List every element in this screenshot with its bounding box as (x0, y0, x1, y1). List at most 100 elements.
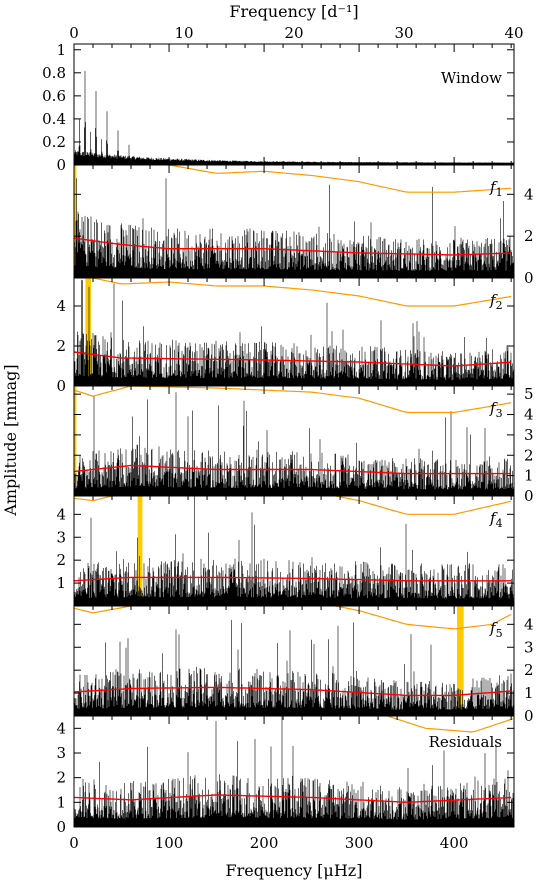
y-tick-label: 4 (56, 297, 66, 315)
spectrum-line (74, 716, 514, 827)
y-tick-label: 2 (524, 227, 534, 245)
y-tick-label: 0 (524, 269, 534, 287)
highlight-band (85, 278, 92, 386)
panel-plot-area (74, 496, 514, 606)
highlight-band (74, 165, 77, 278)
y-tick-label: 2 (524, 661, 534, 679)
y-tick-label: 5 (524, 385, 534, 403)
noise-level-line (74, 794, 512, 803)
y-tick-label: 3 (56, 528, 66, 546)
y-tick-label: 4 (56, 719, 66, 737)
y-tick-label: 3 (524, 426, 534, 444)
y-tick-label: 0.8 (42, 64, 66, 82)
y-tick-label: 0 (56, 377, 66, 395)
y-tick-label: 0.4 (42, 110, 66, 128)
panel-f5: 0 1 2 3 4 (73, 605, 534, 725)
panel-f2: 0 2 4 (56, 277, 515, 395)
panel-label-letter: f (489, 619, 498, 637)
bottom-x-tick-label: 100 (155, 834, 184, 852)
y-tick-label: 4 (524, 185, 534, 203)
highlight-band (74, 386, 77, 496)
panel-label-subscript: 2 (496, 299, 503, 312)
panel-label-letter: f (489, 178, 498, 196)
panel-label: f3 (489, 399, 503, 420)
bottom-x-tick-label: 0 (69, 834, 79, 852)
y-tick-label: 2 (524, 446, 534, 464)
panel-plot-area (74, 165, 514, 278)
significance-threshold-line (74, 496, 512, 515)
noise-level-line (74, 686, 512, 697)
panel-label: f1 (489, 178, 503, 199)
spectrum-line (74, 496, 514, 606)
y-tick-label: 4 (524, 615, 534, 633)
y-tick-label: 3 (56, 744, 66, 762)
panel-label-subscript: 5 (496, 627, 503, 640)
panel-f1: 0 2 4 (73, 164, 534, 287)
panel-f3: 0 1 2 3 4 5 (73, 385, 534, 505)
panel-label: Residuals (429, 733, 502, 751)
y-tick-label: 2 (56, 551, 66, 569)
spectrum-line (74, 620, 514, 716)
significance-threshold-line (90, 278, 512, 307)
top-x-axis-title: Frequency [d⁻¹] (229, 2, 358, 21)
spectrum-line (74, 279, 514, 386)
panel-residuals: 0 1 2 3 4 (56, 715, 515, 836)
y-tick-label: 1 (524, 684, 534, 702)
y-axis-title: Amplitude [mmag] (1, 364, 20, 516)
spectrum-line (74, 392, 514, 496)
panel-label: Window (441, 69, 502, 87)
top-x-tick-label: 40 (504, 24, 523, 42)
bottom-x-axis-title: Frequency [μHz] (226, 861, 363, 880)
panel-f4: 1 2 3 4 (56, 495, 515, 607)
top-x-tick-label: 10 (174, 24, 193, 42)
panel-label-subscript: 4 (496, 517, 503, 530)
y-tick-label: 3 (524, 638, 534, 656)
panel-plot-area (74, 716, 514, 827)
y-tick-label: 4 (524, 406, 534, 424)
panel-label: f4 (489, 509, 503, 530)
panel-frame (73, 43, 515, 166)
y-tick-label: 2 (56, 769, 66, 787)
significance-threshold-line (387, 716, 514, 733)
panel-label-letter: f (489, 509, 498, 527)
noise-level-line (74, 351, 512, 367)
panel-label-subscript: 3 (496, 407, 503, 420)
noise-level-line (74, 464, 512, 475)
panel-label: f2 (489, 291, 503, 312)
top-x-tick-label: 20 (284, 24, 303, 42)
bottom-x-tick-label: 200 (250, 834, 279, 852)
highlight-band (137, 496, 143, 606)
y-tick-label: 0 (524, 707, 534, 725)
y-tick-label: 0 (56, 818, 66, 836)
y-tick-label: 0 (524, 487, 534, 505)
y-tick-label: 0 (56, 156, 66, 174)
significance-threshold-line (74, 386, 512, 414)
y-tick-label: 1 (56, 574, 66, 592)
noise-level-line (74, 237, 512, 256)
panel-plot-area (74, 386, 514, 496)
significance-threshold-line (142, 165, 512, 193)
panel-window: 0 0.2 0.4 0.6 0.8 1 (42, 41, 515, 174)
panel-plot-area (74, 606, 514, 716)
top-x-tick-label: 30 (394, 24, 413, 42)
y-tick-label: 1 (56, 41, 66, 59)
panel-label-letter: f (489, 291, 498, 309)
y-tick-label: 1 (524, 467, 534, 485)
top-x-tick-label: 0 (69, 24, 79, 42)
y-tick-label: 0.6 (42, 87, 66, 105)
noise-level-line (74, 576, 512, 582)
spectrum-line (74, 178, 514, 278)
y-tick-label: 4 (56, 505, 66, 523)
bottom-x-tick-label: 300 (345, 834, 374, 852)
highlight-band (456, 606, 464, 716)
panel-frame (73, 715, 515, 828)
significance-threshold-line (74, 606, 512, 630)
y-tick-label: 1 (56, 793, 66, 811)
y-tick-label: 0.2 (42, 133, 66, 151)
panel-label: f5 (489, 619, 503, 640)
panel-label-subscript: 1 (496, 186, 503, 199)
y-tick-label: 2 (56, 337, 66, 355)
panel-plot-area (74, 278, 514, 386)
panel-label-letter: f (489, 399, 498, 417)
